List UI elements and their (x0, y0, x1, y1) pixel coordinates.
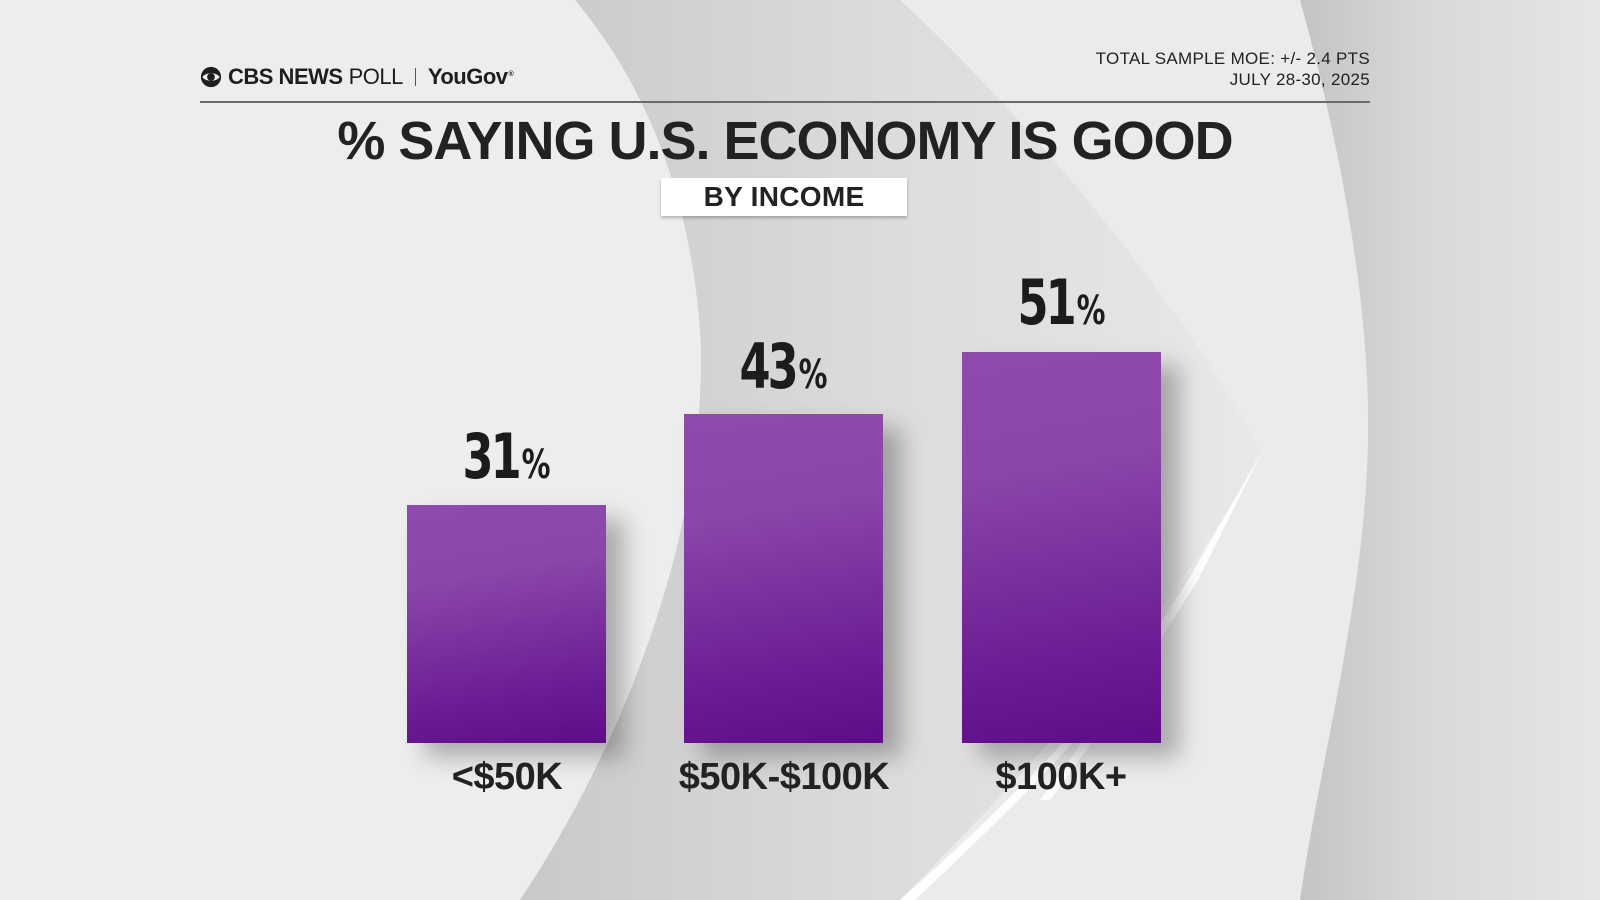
chart-title: % SAYING U.S. ECONOMY IS GOOD (337, 111, 1233, 171)
bar-under-50k (407, 505, 606, 743)
data-label-1: 31% (462, 420, 551, 493)
chart-subtitle: BY INCOME (661, 178, 907, 216)
header-divider (200, 101, 1370, 103)
cbs-eye-icon (200, 66, 222, 88)
subtitle-text: BY INCOME (703, 181, 865, 212)
cbs-yougov-logo: CBS NEWS POLL YouGov® (200, 64, 514, 90)
logo-separator (414, 68, 416, 86)
category-label-1: <$50K (451, 756, 563, 798)
bar-100k-plus (962, 352, 1161, 743)
category-label-3: $100K+ (995, 756, 1127, 798)
bar-50k-100k (684, 414, 883, 743)
data-label-3: 51% (1017, 266, 1106, 339)
logo-suffix: POLL (348, 64, 404, 89)
logo-brand: CBS NEWS (228, 64, 343, 89)
moe-text: TOTAL SAMPLE MOE: +/- 2.4 PTS (1095, 49, 1370, 68)
category-label-2: $50K-$100K (678, 756, 890, 798)
poll-meta: TOTAL SAMPLE MOE: +/- 2.4 PTS JULY 28-30… (1096, 48, 1370, 90)
data-label-2: 43% (739, 330, 828, 403)
poll-dates: JULY 28-30, 2025 (1229, 70, 1370, 89)
logo-partner: YouGov® (427, 64, 514, 89)
